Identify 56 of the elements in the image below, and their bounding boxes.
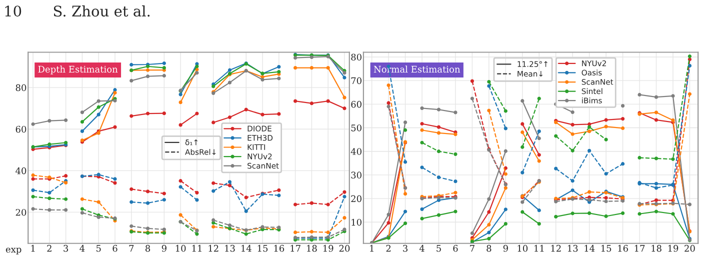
y-tick-label: 30 — [351, 172, 362, 179]
x-tick-label: 2 — [47, 244, 52, 252]
x-tick-label: 1 — [31, 244, 35, 252]
y-tick-label: 80 — [351, 54, 362, 61]
x-tick-label: 6 — [112, 244, 118, 252]
y-tick-label: 70 — [351, 77, 362, 84]
x-tick-label: 17 — [290, 244, 300, 252]
x-tick-label: 13 — [225, 244, 235, 252]
x-tick-label: 15 — [601, 244, 612, 252]
x-tick-label: 18 — [652, 244, 662, 252]
x-tick-label: 19 — [668, 244, 678, 252]
x-tick-label: 16 — [274, 244, 284, 252]
y-tick-label: 20 — [16, 208, 26, 216]
x-tick-label: 9 — [503, 244, 508, 252]
y-tick-label: 40 — [350, 148, 362, 155]
x-tick-label: 12 — [208, 244, 218, 252]
y-tick-label: 20 — [351, 195, 362, 202]
x-tick-label: 4 — [419, 244, 424, 252]
x-tick-label: 15 — [258, 244, 268, 252]
x-tick-label: 16 — [618, 244, 628, 252]
x-tick-label: 2 — [386, 244, 391, 252]
x-tick-label: 8 — [146, 244, 150, 252]
x-axis-title: exp — [6, 248, 22, 254]
x-tick-label: 6 — [453, 244, 458, 252]
y-tick-label: 80 — [16, 84, 26, 92]
x-tick-label: 13 — [568, 244, 578, 252]
x-tick-label: 11 — [192, 244, 202, 252]
x-tick-label: 20 — [339, 244, 350, 252]
x-tick-label: 10 — [518, 244, 528, 252]
x-tick-label: 12 — [551, 244, 561, 252]
x-tick-label: 20 — [684, 244, 695, 252]
x-tick-label: 7 — [470, 245, 474, 252]
text: Normal Estimation — [374, 66, 460, 73]
x-tick-label: 17 — [634, 244, 645, 252]
text: S. Zhou et al. — [54, 5, 150, 17]
x-tick-label: 9 — [162, 244, 166, 252]
x-tick-label: 14 — [241, 244, 252, 252]
x-tick-label: 1 — [370, 244, 374, 252]
x-tick-label: 7 — [129, 245, 134, 252]
y-tick-label: 60 — [16, 126, 26, 133]
x-tick-label: 8 — [486, 244, 492, 252]
x-tick-label: 11 — [534, 244, 544, 252]
y-tick-label: 50 — [351, 124, 362, 132]
y-tick-label: 10 — [352, 218, 362, 226]
x-tick-label: 3 — [64, 244, 68, 252]
x-tick-label: 5 — [96, 245, 101, 252]
y-tick-label: 60 — [351, 100, 362, 108]
y-tick-label: 40 — [16, 167, 26, 174]
x-tick-label: 19 — [323, 244, 334, 252]
text: Depth Estimation — [38, 66, 118, 74]
x-tick-label: 14 — [584, 244, 595, 252]
x-tick-label: 4 — [80, 244, 85, 252]
x-tick-label: 10 — [176, 244, 186, 252]
x-tick-label: 5 — [436, 245, 441, 252]
x-tick-label: 18 — [307, 244, 317, 252]
x-tick-label: 3 — [403, 244, 408, 252]
